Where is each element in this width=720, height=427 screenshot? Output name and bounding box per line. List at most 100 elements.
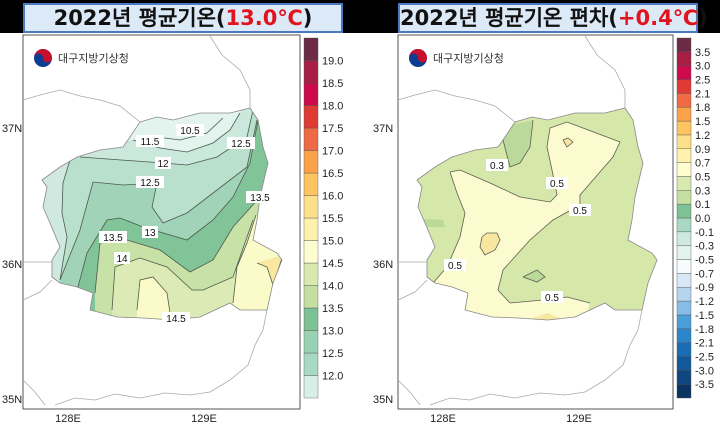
kma-logo: 대구지방기상청 <box>34 49 129 67</box>
colorbar-label: -0.5 <box>695 255 714 267</box>
title-suffix: ) <box>698 6 708 30</box>
colorbar-label: 0.5 <box>695 171 710 183</box>
colorbar-bin <box>676 342 692 357</box>
colorbar-bin <box>676 231 692 246</box>
colorbar-bin <box>676 120 692 136</box>
colorbar-bin <box>303 150 319 174</box>
colorbar-label: 12.5 <box>322 348 343 360</box>
title-value: +0.4℃ <box>617 6 699 30</box>
lon-axis: 128E 129E <box>55 413 217 425</box>
colorbar-label: 16.5 <box>322 168 343 180</box>
contour-label-box <box>142 226 158 238</box>
colorbar-bin <box>303 195 319 219</box>
colorbar-bin <box>303 262 319 286</box>
colorbar-label: 17.0 <box>322 146 343 158</box>
colorbar-bin <box>676 383 692 399</box>
province-boundaries <box>397 35 643 406</box>
colorbar-bin <box>676 273 692 288</box>
colorbar-label: 13.0 <box>322 326 343 338</box>
contour-label-box <box>162 312 190 324</box>
colorbar-bin <box>676 203 692 219</box>
colorbar-label: 1.8 <box>695 102 710 114</box>
colorbar-label: 12.0 <box>322 371 343 383</box>
lat-axis: 37N 36N 35N <box>373 123 393 406</box>
colorbar-bin <box>303 217 319 241</box>
lon-tick-128e: 128E <box>55 413 81 425</box>
map-panel-temperature-anomaly: 0.3 0.5 0.5 0.5 0.5 대구지방기상청 37N 36N 35N 128E… <box>373 34 714 425</box>
contour-label: 0.5 <box>545 293 559 304</box>
contour-label: 12 <box>157 159 169 170</box>
colorbar-bin <box>303 172 319 196</box>
colorbar-label: 15.5 <box>322 213 343 225</box>
kma-logo: 대구지방기상청 <box>409 49 504 67</box>
contour-label-box <box>136 176 164 188</box>
colorbar-label: 14.0 <box>322 281 343 293</box>
lat-tick-35n: 35N <box>2 394 22 406</box>
colorbar-label: -0.7 <box>695 268 714 280</box>
contour-label: 13.5 <box>250 193 270 204</box>
colorbar-bin <box>676 93 692 108</box>
colorbar-bin <box>676 356 692 371</box>
contour-label-box <box>114 252 130 264</box>
title-value: 13.0℃ <box>225 6 303 30</box>
logo-text: 대구지방기상청 <box>433 52 504 65</box>
title-text: 2022년 평균기온 편차( <box>400 6 618 30</box>
lon-tick-129e: 129E <box>191 413 217 425</box>
contour-label-box <box>136 135 164 147</box>
colorbar-bin <box>676 37 692 53</box>
title-suffix: ) <box>302 6 313 30</box>
colorbar-label: 13.5 <box>322 303 343 315</box>
contour-label: 12.5 <box>140 178 160 189</box>
map-panel-mean-temperature: 10.5 11.5 12 12.5 12.5 13.5 13 13.5 14 14.5 대구지방기… <box>2 34 343 425</box>
contour-label: 13 <box>144 228 156 239</box>
contour-label-box <box>569 204 591 216</box>
colorbar-bin <box>676 162 692 177</box>
contour-label-box <box>541 291 563 303</box>
colorbar-bin <box>303 60 319 84</box>
colorbar-label: -0.1 <box>695 227 714 239</box>
colorbar-label: -3.0 <box>695 365 714 377</box>
colorbar-bin <box>676 65 692 80</box>
contour-label: 12.5 <box>231 139 251 150</box>
colorbar-bin <box>676 314 692 329</box>
colorbar-bin <box>676 287 692 302</box>
colorbar-bin <box>303 307 319 331</box>
logo-text: 대구지방기상청 <box>58 52 129 65</box>
contour-label: 11.5 <box>141 137 160 148</box>
colorbar-bin <box>676 245 692 260</box>
lon-tick-128e: 128E <box>430 413 456 425</box>
contour-labels: 10.5 11.5 12 12.5 12.5 13.5 13 13.5 14 14.5 <box>99 124 274 325</box>
colorbar-label: -1.5 <box>695 310 714 322</box>
province-boundaries <box>22 35 268 406</box>
colorbar-label: 18.5 <box>322 78 343 90</box>
colorbar-bin <box>676 190 692 205</box>
colorbar-label: 0.3 <box>695 185 710 197</box>
colorbar-label: 2.1 <box>695 88 710 100</box>
colorbar-bin <box>676 176 692 191</box>
contour-label-box <box>155 157 171 169</box>
colorbar-bin <box>303 37 319 61</box>
colorbar-bin <box>303 105 319 129</box>
colorbar-label: 16.0 <box>322 191 343 203</box>
colorbar-bin <box>676 259 692 274</box>
colorbar-label: 1.5 <box>695 116 710 128</box>
colorbar-label: 14.5 <box>322 258 343 270</box>
colorbar-bin <box>676 217 692 233</box>
contour-label: 0.5 <box>573 206 587 217</box>
colorbar-bin <box>676 148 692 163</box>
colorbar-label: 19.0 <box>322 56 343 68</box>
colorbar-label: -0.9 <box>695 282 714 294</box>
colorbar-anomaly: -3.5 -3.0 -2.5-2.1 -1.8 -1.5 -1.2 -0.9 -0.7-0.5… <box>676 37 714 399</box>
colorbar-label: -2.5 <box>695 351 714 363</box>
title-mean-temperature: 2022년 평균기온(13.0℃) <box>23 3 343 33</box>
colorbar-bin <box>303 285 319 309</box>
contour-label: 13.5 <box>103 233 123 244</box>
colorbar-label: 0.7 <box>695 158 710 170</box>
colorbar-label: 0.0 <box>695 213 710 225</box>
contour-label: 14.5 <box>166 314 186 325</box>
colorbar-bin <box>303 375 319 399</box>
contour-label: 0.3 <box>490 161 504 172</box>
colorbar-label: 18.0 <box>322 101 343 113</box>
colorbar-bin <box>676 300 692 316</box>
